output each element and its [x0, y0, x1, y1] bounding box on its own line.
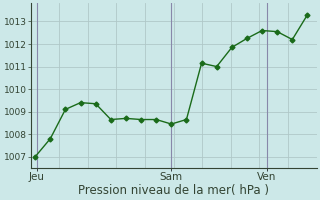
- X-axis label: Pression niveau de la mer( hPa ): Pression niveau de la mer( hPa ): [78, 184, 269, 197]
